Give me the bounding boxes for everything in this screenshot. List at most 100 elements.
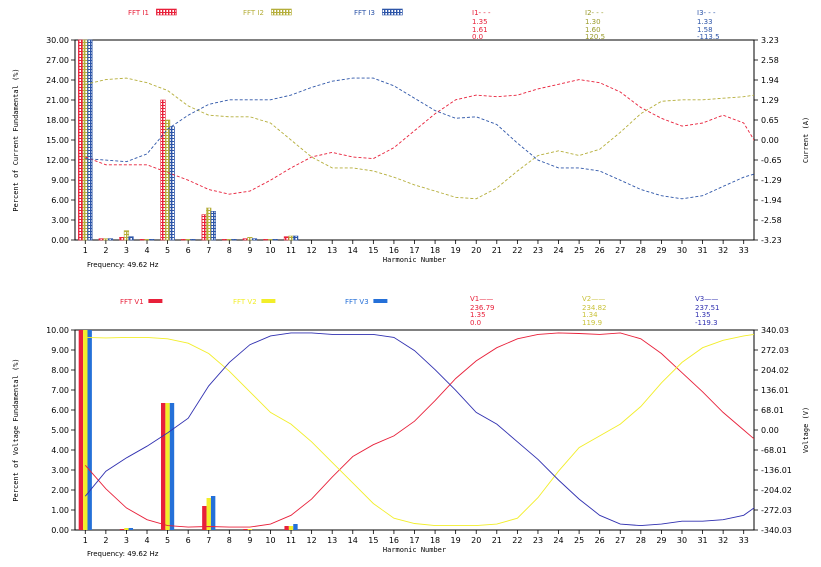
- x-axis-title: Harmonic Number: [383, 256, 446, 264]
- waveform-v2: [85, 333, 754, 527]
- bar-fft-i2: [123, 230, 130, 241]
- readout-title: V2——: [582, 295, 605, 303]
- readout-value: 0.0: [472, 33, 483, 41]
- readout-title: V1——: [470, 295, 493, 303]
- x-tick-label: 1: [83, 246, 88, 255]
- readout-value: -119.3: [695, 319, 718, 327]
- readout-value: 119.9: [582, 319, 602, 327]
- waveform-v3: [84, 332, 754, 527]
- readout-value: -113.5: [697, 33, 720, 41]
- x-tick-label: 25: [574, 246, 584, 255]
- readout-value: 234.82: [582, 304, 607, 312]
- x-tick-label: 23: [533, 536, 543, 545]
- bar-fft-i2: [82, 39, 88, 241]
- bar-fft-i1: [119, 237, 125, 241]
- current-harmonics-panel: 0.00 3.00 6.00 9.00 12.00 15.00 18.00 21.00 24.0…: [12, 8, 810, 269]
- x-tick-label: 29: [656, 246, 666, 255]
- legend-swatch: [148, 299, 163, 303]
- x-tick-label: 16: [389, 246, 399, 255]
- y-tick-label: 0.00: [51, 526, 69, 535]
- x-tick-label: 33: [739, 536, 749, 545]
- y2-tick-label: -2.58: [761, 216, 782, 225]
- x-tick-label: 7: [206, 246, 211, 255]
- bar-fft-v1: [160, 403, 166, 530]
- x-tick-label: 4: [144, 246, 149, 255]
- bar-fft-v1: [243, 529, 248, 530]
- y2-tick-label: -204.02: [761, 486, 792, 495]
- readout-value: 1.35: [695, 311, 711, 319]
- bar-fft-v2: [83, 330, 88, 530]
- y2-tick-label: -272.03: [761, 506, 792, 515]
- x-tick-label: 19: [451, 246, 461, 255]
- bar-fft-i2: [144, 239, 150, 241]
- y-tick-label: 21.00: [46, 96, 69, 105]
- x-tick-label: 13: [327, 246, 337, 255]
- bar-fft-v2: [165, 403, 170, 530]
- readout-value: 1.35: [470, 311, 486, 319]
- y-tick-label: 18.00: [46, 116, 69, 125]
- y-tick-label: 7.00: [51, 386, 69, 395]
- y2-tick-label: 2.58: [761, 56, 779, 65]
- x-tick-label: 32: [718, 536, 728, 545]
- x-tick-label: 28: [636, 536, 646, 545]
- bar-fft-v1: [119, 529, 125, 530]
- x-tick-label: 19: [451, 536, 461, 545]
- y2-tick-label: 68.01: [761, 406, 784, 415]
- bar-fft-v2: [124, 528, 129, 530]
- y-tick-label: 4.00: [51, 446, 69, 455]
- y2-tick-label: 136.01: [761, 386, 789, 395]
- x-tick-label: 16: [389, 536, 399, 545]
- y-tick-label: 2.00: [51, 486, 69, 495]
- x-tick-label: 23: [533, 246, 543, 255]
- bar-fft-v2: [288, 526, 294, 530]
- x-tick-label: 2: [103, 246, 108, 255]
- y2-tick-label: 0.65: [761, 116, 779, 125]
- x-tick-label: 12: [307, 246, 317, 255]
- x-tick-label: 1: [83, 536, 88, 545]
- y2-tick-label: 0.00: [761, 426, 779, 435]
- x-tick-label: 6: [186, 246, 191, 255]
- waveform-i2: [85, 77, 754, 200]
- y2-tick-label: -68.01: [761, 446, 787, 455]
- x-tick-label: 31: [697, 536, 707, 545]
- y-tick-label: 30.00: [46, 36, 69, 45]
- bar-fft-v3: [87, 330, 92, 530]
- x-tick-label: 8: [227, 246, 232, 255]
- y2-tick-label: 340.03: [761, 326, 789, 335]
- y2-tick-label: 204.02: [761, 366, 789, 375]
- legend-swatch: [382, 8, 403, 16]
- x-tick-label: 22: [512, 536, 522, 545]
- bar-fft-i3: [128, 236, 134, 241]
- bar-fft-i3: [272, 239, 278, 241]
- y-tick-label: 0.00: [51, 236, 69, 245]
- bar-fft-v3: [169, 403, 175, 530]
- bar-fft-i3: [231, 239, 237, 241]
- y-tick-label: 10.00: [46, 326, 69, 335]
- frequency-readout: Frequency: 49.62 Hz: [87, 261, 159, 269]
- bar-fft-i2: [164, 119, 171, 241]
- bar-fft-i3: [190, 239, 196, 241]
- legend-label: FFT V1: [120, 298, 144, 306]
- y2-tick-label: 1.29: [761, 96, 779, 105]
- readout-value: 120.5: [585, 33, 605, 41]
- y-tick-label: 3.00: [51, 466, 69, 475]
- x-tick-label: 5: [165, 246, 170, 255]
- x-tick-label: 27: [615, 536, 625, 545]
- readout-value: 1.34: [582, 311, 598, 319]
- y2-axis-title: Current (A): [802, 117, 810, 163]
- x-tick-label: 27: [615, 246, 625, 255]
- readout-value: 236.79: [470, 304, 495, 312]
- plot-area: [74, 329, 755, 531]
- x-tick-label: 8: [227, 536, 232, 545]
- y-tick-label: 9.00: [51, 176, 69, 185]
- y-tick-label: 6.00: [51, 196, 69, 205]
- bar-fft-v2: [206, 498, 211, 530]
- x-tick-label: 4: [144, 536, 149, 545]
- bar-fft-i1: [222, 239, 228, 241]
- legend-label: FFT V3: [345, 298, 369, 306]
- x-tick-label: 11: [286, 246, 296, 255]
- y2-tick-label: 3.23: [761, 36, 779, 45]
- x-tick-label: 12: [307, 536, 317, 545]
- readout-value: 1.35: [472, 18, 488, 26]
- readout-title: I2- - -: [585, 9, 604, 17]
